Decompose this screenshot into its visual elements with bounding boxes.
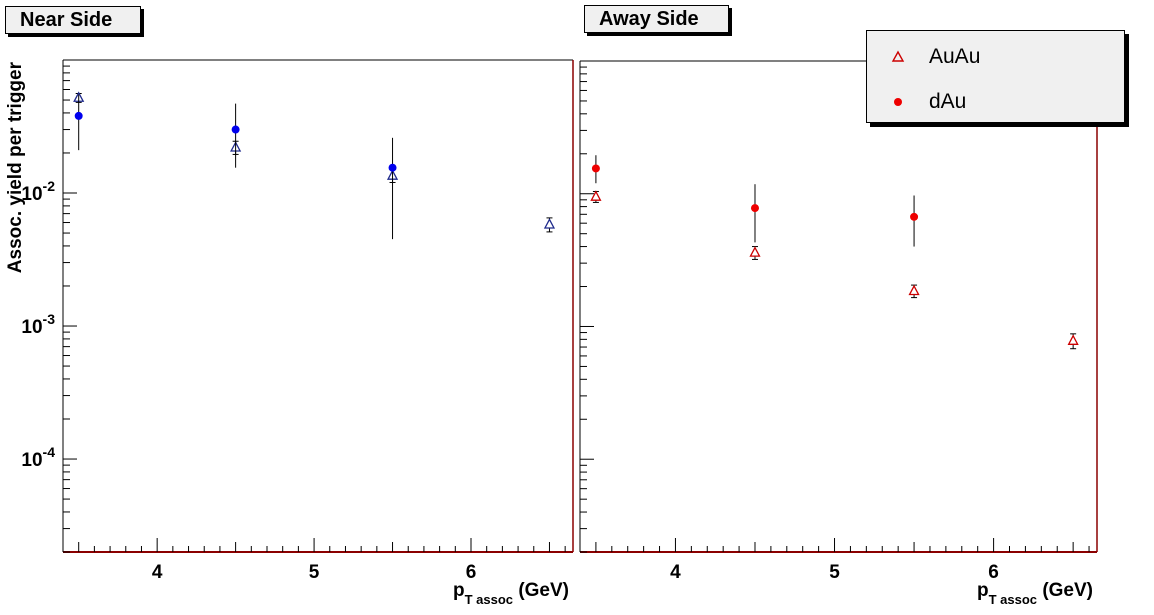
data-point-dau bbox=[74, 111, 83, 120]
x-tick-label: 4 bbox=[152, 562, 163, 583]
near-side-title: Near Side bbox=[5, 6, 141, 34]
x-tick-label: 6 bbox=[466, 562, 477, 583]
legend-label-auau: AuAu bbox=[929, 45, 981, 68]
data-point-dau bbox=[388, 163, 397, 172]
data-point-dau bbox=[750, 204, 759, 213]
series-dau bbox=[74, 94, 397, 240]
plot-panel-near-side: 4 5 6 10-2 10-3 10-4 pT assoc (GeV) Assoc. yiel… bbox=[5, 59, 574, 607]
x-tick-label: 5 bbox=[829, 562, 840, 583]
series-dau bbox=[591, 155, 919, 247]
data-point-dau bbox=[231, 125, 240, 134]
legend-label-dau: dAu bbox=[929, 90, 967, 113]
plot-panel-away-side: 4 5 6pT assoc (GeV) bbox=[579, 60, 1098, 607]
data-point-auau bbox=[543, 218, 556, 229]
x-axis-label: pT assoc (GeV) bbox=[977, 580, 1093, 607]
data-point-auau bbox=[1067, 334, 1079, 345]
data-point-dau bbox=[910, 212, 919, 221]
x-axis-label: pT assoc (GeV) bbox=[453, 580, 569, 607]
filled-circle-icon bbox=[894, 98, 902, 106]
y-tick-label: 10-2 bbox=[21, 178, 55, 205]
legend: AuAu dAu bbox=[866, 30, 1125, 123]
x-tick-label: 5 bbox=[309, 562, 320, 583]
series-auau bbox=[590, 190, 1079, 350]
away-side-title: Away Side bbox=[584, 5, 729, 33]
data-point-dau bbox=[591, 164, 600, 173]
x-tick-label: 6 bbox=[988, 562, 999, 583]
y-axis-label: Assoc. yield per trigger bbox=[5, 61, 26, 273]
y-tick-label: 10-3 bbox=[21, 311, 55, 338]
open-triangle-icon bbox=[891, 50, 905, 62]
data-point-auau bbox=[749, 246, 761, 257]
x-tick-label: 4 bbox=[670, 562, 681, 583]
legend-item-auau: AuAu bbox=[867, 42, 1124, 72]
legend-item-dau: dAu bbox=[867, 87, 1124, 117]
data-point-auau bbox=[590, 190, 602, 201]
data-point-auau bbox=[908, 284, 920, 296]
y-tick-label: 10-4 bbox=[21, 444, 55, 471]
series-auau bbox=[73, 91, 556, 233]
